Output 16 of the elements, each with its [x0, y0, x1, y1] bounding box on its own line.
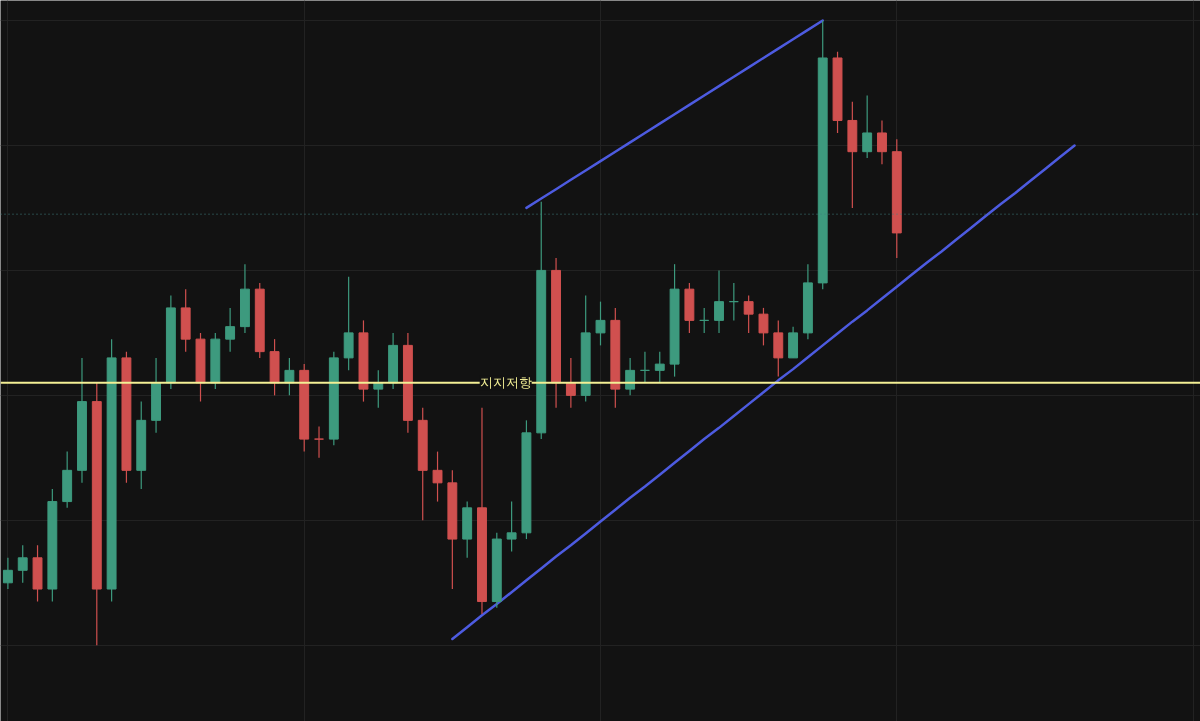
ref-line-label: 지지저항 [479, 375, 532, 391]
candlestick [743, 294, 754, 334]
candlestick [284, 357, 295, 396]
candlestick [432, 450, 443, 503]
candlestick [714, 269, 724, 334]
candlestick [862, 94, 873, 159]
candlestick [225, 307, 236, 353]
candlestick [506, 500, 517, 553]
candlestick [17, 544, 28, 584]
candlestick [2, 557, 13, 590]
candlestick [625, 357, 636, 396]
candlestick [877, 119, 887, 165]
candlestick [565, 357, 576, 409]
candlestick [758, 307, 769, 346]
candlestick [654, 351, 665, 384]
candlestick [595, 301, 606, 346]
